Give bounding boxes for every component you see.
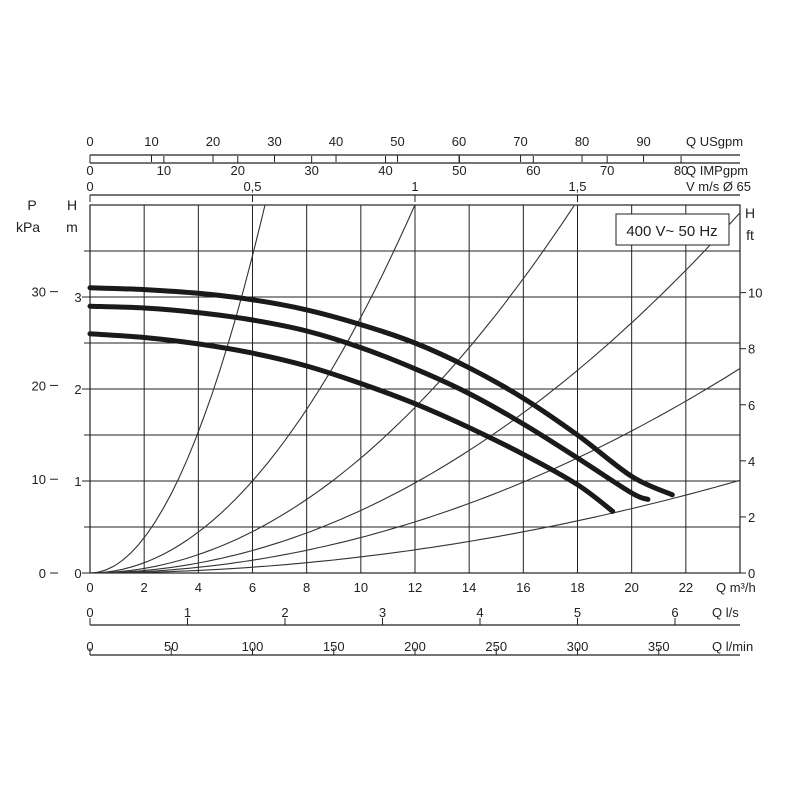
ft-axis-label: H <box>745 205 755 221</box>
ft-axis-unit: ft <box>746 227 754 243</box>
impgpm-tick-label: 80 <box>674 163 688 178</box>
ft-tick-label: 2 <box>748 510 755 525</box>
legend-box <box>615 213 730 246</box>
pump-curves <box>87 285 675 514</box>
ls-tick-label: 2 <box>281 605 288 620</box>
impgpm-axis-label: Q IMPgpm <box>686 163 748 178</box>
pump-curve-1 <box>87 285 675 498</box>
ls-tick-label: 6 <box>671 605 678 620</box>
velocity-tick-label: 1,5 <box>568 179 586 194</box>
x-tick-label: 14 <box>462 580 476 595</box>
x-tick-label: 6 <box>249 580 256 595</box>
ls-tick-label: 3 <box>379 605 386 620</box>
lmin-tick-label: 150 <box>323 639 345 654</box>
legend: 400 V~ 50 Hz <box>615 213 730 246</box>
ls-tick-label: 0 <box>86 605 93 620</box>
system-curve <box>89 204 416 574</box>
y-tick-label: 3 <box>74 290 81 305</box>
x-tick-label: 4 <box>195 580 202 595</box>
velocity-tick-label: 0,5 <box>243 179 261 194</box>
ft-tick-label: 6 <box>748 398 755 413</box>
system-curve <box>90 368 741 574</box>
kpa-tick-label: 10 <box>32 472 46 487</box>
impgpm-tick-label: 10 <box>157 163 171 178</box>
usgpm-tick-label: 60 <box>452 134 466 149</box>
legend-label: 400 V~ 50 Hz <box>626 223 717 240</box>
y-axis-label-symbol: H <box>67 197 77 213</box>
usgpm-tick-label: 70 <box>513 134 527 149</box>
x-tick-label: 18 <box>570 580 584 595</box>
kpa-tick-label: 0 <box>39 566 46 581</box>
lmin-tick-label: 200 <box>404 639 426 654</box>
x-tick-label: 8 <box>303 580 310 595</box>
y-tick-label: 0 <box>74 566 81 581</box>
impgpm-tick-label: 50 <box>452 163 466 178</box>
impgpm-tick-label: 20 <box>231 163 245 178</box>
impgpm-tick-label: 0 <box>86 163 93 178</box>
impgpm-tick-label: 40 <box>378 163 392 178</box>
usgpm-tick-label: 80 <box>575 134 589 149</box>
y-tick-label: 1 <box>74 474 81 489</box>
x-axis-label: Q m³/h <box>716 580 756 595</box>
system-curve <box>89 204 266 574</box>
chart-grid <box>89 204 741 574</box>
usgpm-tick-label: 30 <box>267 134 281 149</box>
velocity-tick-label: 0 <box>86 179 93 194</box>
ft-tick-label: 0 <box>748 566 755 581</box>
lmin-tick-label: 300 <box>567 639 589 654</box>
system-curve <box>90 479 741 574</box>
x-tick-label: 20 <box>624 580 638 595</box>
system-curve <box>89 212 741 574</box>
lmin-tick-label: 250 <box>485 639 507 654</box>
usgpm-tick-label: 20 <box>206 134 220 149</box>
usgpm-tick-label: 0 <box>86 134 93 149</box>
x-tick-label: 0 <box>86 580 93 595</box>
impgpm-tick-label: 30 <box>304 163 318 178</box>
lmin-tick-label: 100 <box>242 639 264 654</box>
lmin-axis-label: Q l/min <box>712 639 753 654</box>
velocity-tick-label: 1 <box>411 179 418 194</box>
usgpm-tick-label: 10 <box>144 134 158 149</box>
x-tick-label: 12 <box>408 580 422 595</box>
ft-tick-label: 4 <box>748 454 755 469</box>
usgpm-tick-label: 90 <box>636 134 650 149</box>
velocity-axis-label: V m/s Ø 65 <box>686 179 751 194</box>
ls-tick-label: 5 <box>574 605 581 620</box>
pump-curve-3 <box>87 331 616 514</box>
usgpm-axis-label: Q USgpm <box>686 134 743 149</box>
y-axis-label-unit: m <box>66 219 78 235</box>
ls-axis-label: Q l/s <box>712 605 739 620</box>
kpa-axis-label: P <box>27 197 36 213</box>
x-tick-label: 2 <box>141 580 148 595</box>
ls-tick-label: 1 <box>184 605 191 620</box>
x-tick-label: 10 <box>354 580 368 595</box>
x-tick-label: 22 <box>679 580 693 595</box>
pump-curve-2 <box>87 303 651 502</box>
lmin-tick-label: 0 <box>86 639 93 654</box>
impgpm-tick-label: 70 <box>600 163 614 178</box>
kpa-tick-label: 30 <box>32 285 46 300</box>
lmin-tick-label: 350 <box>648 639 670 654</box>
x-tick-label: 16 <box>516 580 530 595</box>
ls-tick-label: 4 <box>476 605 483 620</box>
usgpm-tick-label: 50 <box>390 134 404 149</box>
system-curves <box>89 204 741 574</box>
kpa-tick-label: 20 <box>32 378 46 393</box>
kpa-axis-unit: kPa <box>16 219 40 235</box>
lmin-tick-label: 50 <box>164 639 178 654</box>
y-tick-label: 2 <box>74 382 81 397</box>
ft-tick-label: 10 <box>748 286 762 301</box>
usgpm-tick-label: 40 <box>329 134 343 149</box>
ft-tick-label: 8 <box>748 342 755 357</box>
impgpm-tick-label: 60 <box>526 163 540 178</box>
system-curve <box>89 204 575 574</box>
